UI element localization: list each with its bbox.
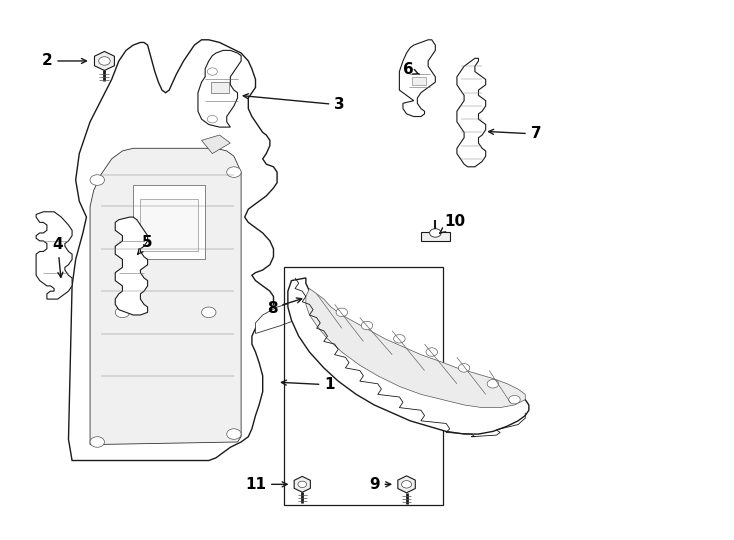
Circle shape <box>298 481 307 488</box>
Circle shape <box>90 437 104 447</box>
Circle shape <box>98 57 110 65</box>
Polygon shape <box>115 217 148 315</box>
Polygon shape <box>255 302 306 334</box>
Circle shape <box>509 395 520 404</box>
Text: 4: 4 <box>52 237 63 278</box>
Bar <box>421 232 450 241</box>
Polygon shape <box>36 212 72 299</box>
Text: 3: 3 <box>243 94 345 112</box>
Text: 9: 9 <box>369 477 390 492</box>
Circle shape <box>227 167 241 177</box>
Text: 6: 6 <box>404 63 419 77</box>
Text: 1: 1 <box>281 377 335 393</box>
Circle shape <box>227 429 241 440</box>
Circle shape <box>401 481 412 488</box>
Circle shape <box>207 116 217 123</box>
Circle shape <box>487 380 498 388</box>
Text: 10: 10 <box>440 214 465 233</box>
Circle shape <box>207 68 217 75</box>
Text: 5: 5 <box>137 235 153 254</box>
Bar <box>412 77 426 85</box>
Circle shape <box>429 229 441 237</box>
Text: 2: 2 <box>42 53 87 69</box>
Polygon shape <box>306 288 526 408</box>
Text: 8: 8 <box>266 298 302 315</box>
Circle shape <box>336 308 348 316</box>
Circle shape <box>458 363 470 372</box>
Polygon shape <box>198 50 241 127</box>
Polygon shape <box>288 278 528 434</box>
Polygon shape <box>95 51 115 71</box>
Circle shape <box>115 307 130 318</box>
Circle shape <box>361 321 373 330</box>
Bar <box>284 267 443 505</box>
Bar <box>211 82 229 93</box>
Circle shape <box>393 335 405 343</box>
Polygon shape <box>68 40 277 461</box>
Polygon shape <box>399 40 435 117</box>
Text: 11: 11 <box>245 477 287 492</box>
Circle shape <box>90 175 104 185</box>
Text: 7: 7 <box>489 126 542 141</box>
Polygon shape <box>294 476 310 492</box>
Polygon shape <box>202 135 230 153</box>
Circle shape <box>426 348 437 356</box>
Polygon shape <box>90 148 241 444</box>
Bar <box>140 199 198 252</box>
Polygon shape <box>457 58 486 167</box>
Circle shape <box>202 307 216 318</box>
Polygon shape <box>398 476 415 493</box>
Bar <box>133 185 205 259</box>
